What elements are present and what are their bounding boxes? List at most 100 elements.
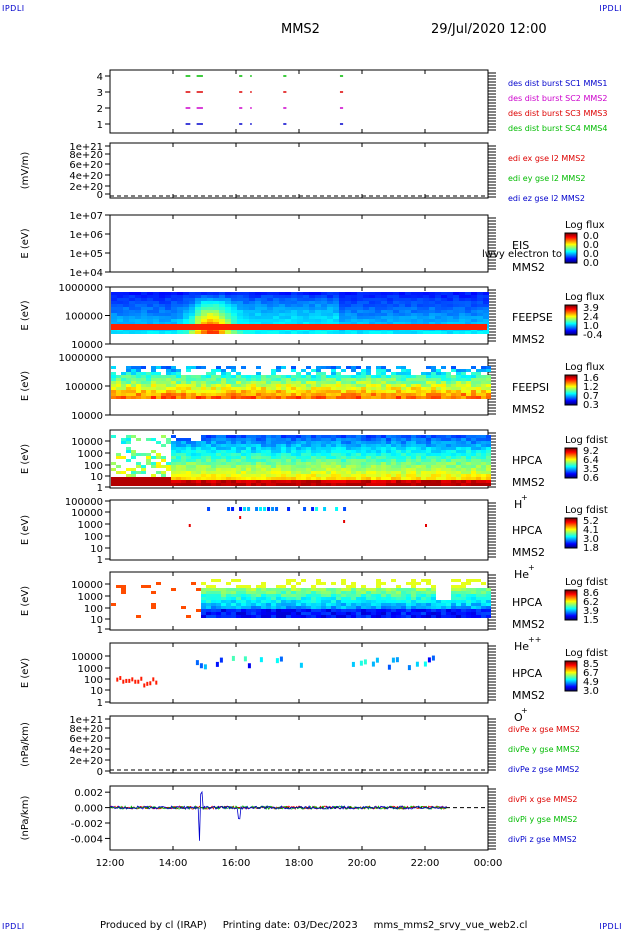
spectrogram-cell	[239, 507, 243, 511]
spectrogram-cell	[207, 322, 213, 325]
spectrogram-cell	[236, 465, 241, 468]
spectrogram-cell	[339, 298, 345, 301]
spectrogram-cell	[231, 597, 236, 600]
spectrogram-cell	[476, 477, 481, 480]
spectrogram-cell	[423, 301, 429, 304]
spectrogram-cell	[326, 381, 331, 384]
spectrogram-cell	[386, 378, 391, 381]
spectrogram-cell	[416, 450, 421, 453]
spectrogram-cell	[431, 390, 436, 393]
spectrogram-cell	[177, 322, 183, 325]
spectrogram-cell	[366, 372, 371, 375]
spectrogram-cell	[131, 393, 136, 396]
spectrogram-cell	[446, 444, 451, 447]
spectrogram-cell	[181, 462, 186, 465]
spectrogram-cell	[266, 435, 271, 438]
spectrogram-cell	[461, 453, 466, 456]
spectrogram-cell	[297, 322, 303, 325]
spectrogram-cell	[303, 304, 309, 307]
spectrogram-cell	[391, 438, 396, 441]
spectrogram-cell	[476, 438, 481, 441]
spectrogram-cell	[166, 396, 171, 399]
spectrogram-cell	[447, 307, 453, 310]
spectrogram-cell	[361, 390, 366, 393]
spectrogram-cell	[346, 459, 351, 462]
colorbar-step	[565, 526, 577, 528]
spectrogram-cell	[476, 396, 481, 399]
spacecraft-label-eis: MMS2	[512, 261, 545, 274]
y-tick-label-feepsi: 1000000	[58, 353, 103, 364]
spectrogram-cell	[351, 292, 357, 295]
spectrogram-cell	[357, 322, 363, 325]
spectrogram-cell	[201, 441, 206, 444]
spectrogram-cell	[331, 387, 336, 390]
spectrogram-cell	[386, 387, 391, 390]
spectrogram-cell	[176, 375, 181, 378]
spectrogram-cell	[357, 301, 363, 304]
spectrogram-cell	[231, 438, 236, 441]
spectrogram-cell	[201, 615, 206, 618]
spectrogram-cell	[399, 316, 405, 319]
spectrogram-cell	[297, 301, 303, 304]
spectrogram-cell	[306, 594, 311, 597]
spectrogram-cell	[411, 594, 416, 597]
spectrogram-cell	[451, 456, 456, 459]
spectrogram-cell	[191, 441, 196, 444]
spectrogram-cell	[191, 468, 196, 471]
spectrogram-cell	[399, 322, 405, 325]
x-tick-label: 00:00	[474, 858, 503, 869]
spectrogram-cell	[141, 304, 147, 307]
spectrogram-cell	[291, 585, 296, 588]
spectrogram-cell	[281, 444, 286, 447]
spectrogram-cell	[381, 477, 386, 480]
colorbar-step	[565, 599, 577, 601]
spectrogram-cell	[241, 387, 246, 390]
spectrogram-cell	[465, 319, 471, 322]
spectrogram-cell	[423, 316, 429, 319]
spectrogram-cell	[206, 594, 211, 597]
spectrogram-cell	[281, 588, 286, 591]
spectrogram-cell	[206, 384, 211, 387]
spectrogram-cell	[281, 477, 286, 480]
spectrogram-cell	[261, 301, 267, 304]
spectrogram-cell	[476, 447, 481, 450]
spectrogram-cell	[276, 468, 281, 471]
spectrogram-cell	[376, 459, 381, 462]
spectrogram-cell	[279, 304, 285, 307]
spectrogram-cell	[331, 462, 336, 465]
spectrogram-cell	[273, 310, 279, 313]
spectrogram-cell	[291, 594, 296, 597]
spectrogram-cell	[183, 310, 189, 313]
spectrogram-cell	[406, 378, 411, 381]
spectrogram-cell	[361, 462, 366, 465]
spectrogram-cell	[306, 477, 311, 480]
spectrogram-cell	[206, 480, 211, 483]
spectrogram-cell	[316, 600, 321, 603]
spectrogram-cell	[376, 477, 381, 480]
spectrogram-cell	[243, 310, 249, 313]
spectrogram-cell	[216, 579, 221, 582]
colorbar-title-hpca_o: Log fdist	[565, 648, 608, 659]
spectrogram-cell	[391, 384, 396, 387]
spectrogram-cell	[321, 615, 326, 618]
spectrogram-cell	[116, 381, 121, 384]
spectrogram-cell	[136, 378, 141, 381]
spectrogram-cell	[346, 387, 351, 390]
spectrogram-cell	[375, 310, 381, 313]
spectrogram-cell	[391, 378, 396, 381]
species-label-hpca_o: O	[514, 711, 523, 724]
spectrogram-cell	[321, 468, 326, 471]
colorbar-step	[565, 326, 577, 328]
spectrogram-cell	[301, 441, 306, 444]
spectrogram-cell	[456, 612, 461, 615]
spectrogram-cell	[436, 468, 441, 471]
spectrogram-cell	[236, 450, 241, 453]
spectrogram-cell	[267, 322, 273, 325]
spectrogram-cell	[371, 393, 376, 396]
spectrogram-cell	[346, 600, 351, 603]
spectrogram-cell	[456, 477, 461, 480]
spectrogram-cell	[213, 322, 219, 325]
spectrogram-cell	[279, 292, 285, 295]
spectrogram-cell	[396, 480, 401, 483]
spectrogram-cell	[276, 609, 281, 612]
